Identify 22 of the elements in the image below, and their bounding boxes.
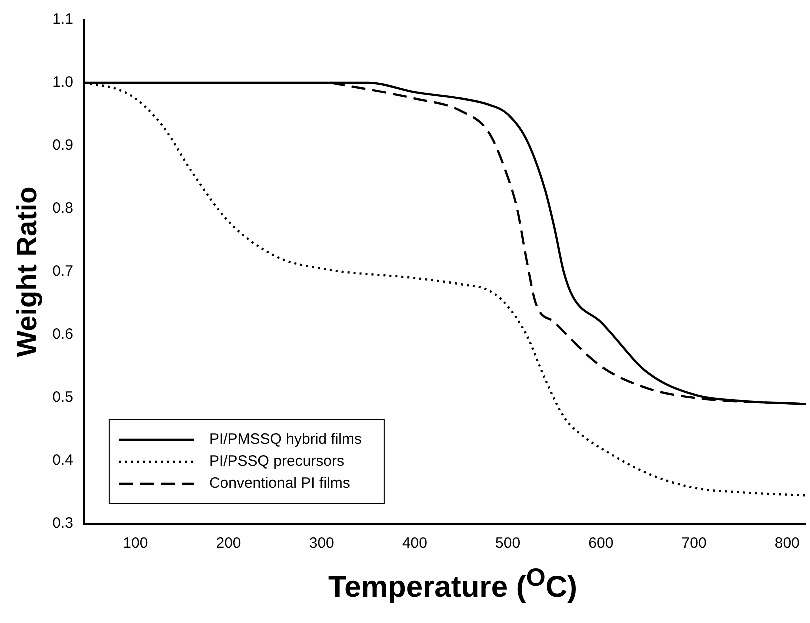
legend-label: Conventional PI films [209,475,350,492]
y-axis-title: Weight Ratio [12,186,43,358]
y-tick-label: 0.6 [52,326,74,344]
y-tick-label: 0.4 [52,452,74,470]
x-tick-label: 200 [216,535,242,552]
x-tick-label: 300 [309,535,334,552]
legend-label: PI/PMSSQ hybrid films [209,431,362,448]
x-tick-label: 600 [588,535,614,552]
x-tick-label: 100 [123,535,148,552]
x-tick-label: 800 [774,535,800,552]
x-axis-title: Temperature ($^{O}$C) [328,564,578,605]
x-tick-label: 500 [496,535,521,552]
y-tick-label: 1.1 [52,11,74,28]
legend-label: PI/PSSQ precursors [209,453,344,470]
x-tick-label: 700 [682,535,707,552]
y-tick-label: 0.8 [52,200,74,218]
x-tick-label: 400 [402,535,428,552]
y-tick-label: 0.5 [52,389,74,406]
y-tick-label: 1.0 [52,74,74,92]
y-tick-label: 0.7 [52,263,74,280]
y-tick-label: 0.3 [52,515,74,532]
y-tick-label: 0.9 [52,137,74,154]
